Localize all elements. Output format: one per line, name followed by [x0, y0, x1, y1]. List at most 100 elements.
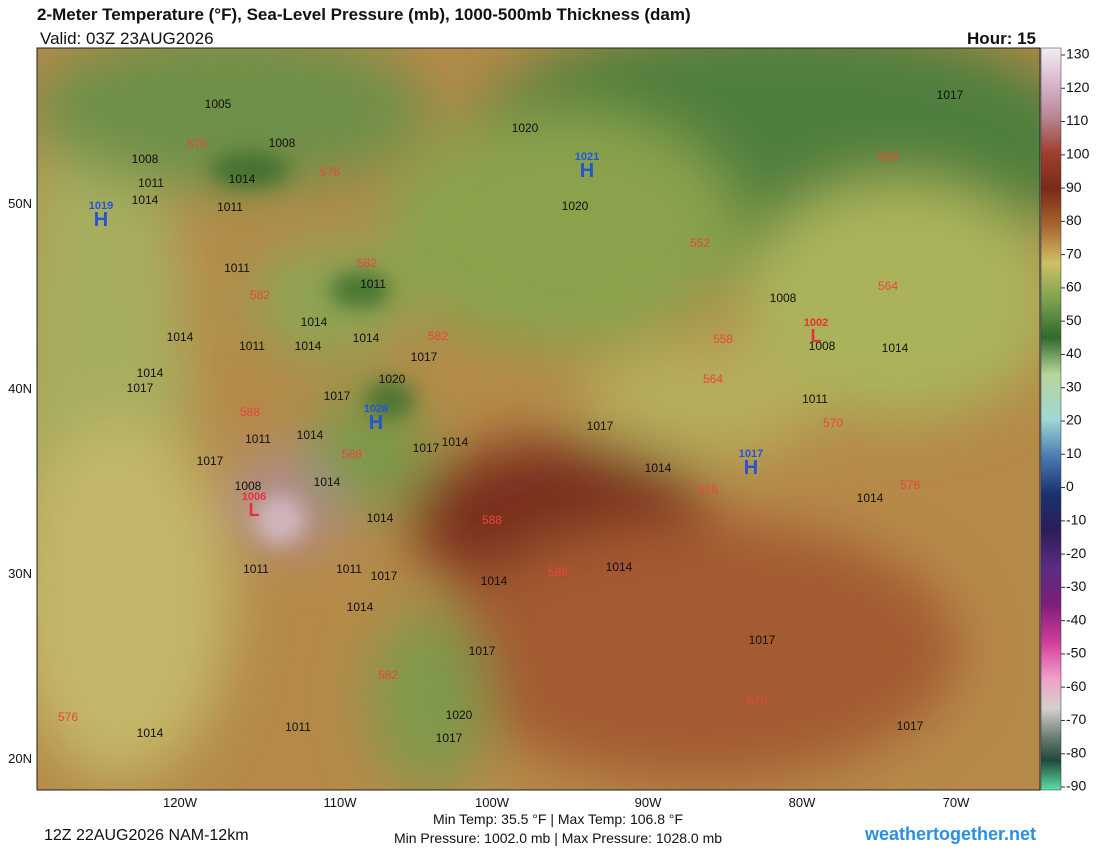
colorbar-tick-label: 30: [1066, 378, 1082, 394]
high-pressure-marker: H: [369, 412, 383, 434]
high-pressure-value: 1021: [575, 151, 599, 163]
colorbar-tick-label: 20: [1066, 412, 1082, 428]
isobar-label: 1014: [347, 600, 374, 614]
isobar-label: 1014: [167, 330, 194, 344]
isobar-label: 1014: [367, 511, 394, 525]
isobar-label: 1011: [285, 720, 311, 734]
thickness-label: 582: [357, 256, 377, 270]
isobar-label: 1017: [436, 731, 463, 745]
isobar-label: 1017: [897, 719, 924, 733]
thickness-label: 582: [378, 668, 398, 682]
high-pressure-marker: H: [94, 209, 108, 231]
high-pressure-value: 1017: [739, 448, 763, 460]
pressure-range: Min Pressure: 1002.0 mb | Max Pressure: …: [394, 830, 722, 846]
site-link[interactable]: weathertogether.net: [864, 824, 1036, 844]
longitude-label: 120W: [163, 795, 198, 810]
isobar-label: 1014: [442, 435, 469, 449]
isobar-label: 1014: [353, 331, 380, 345]
low-pressure-value: 1002: [804, 317, 828, 329]
colorbar-tick-label: 10: [1066, 445, 1082, 461]
map-frame: [36, 47, 1041, 791]
map-title: 2-Meter Temperature (°F), Sea-Level Pres…: [37, 5, 691, 24]
colorbar-tick-label: 90: [1066, 179, 1082, 195]
isobar-label: 1011: [802, 392, 828, 406]
isobar-label: 1014: [229, 172, 256, 186]
thickness-label: 582: [428, 329, 448, 343]
isobar-label: 1017: [413, 441, 440, 455]
colorbar: [1040, 47, 1062, 791]
isobar-label: 1014: [132, 193, 159, 207]
thickness-label: 588: [482, 513, 502, 527]
isobar-label: 1014: [481, 574, 508, 588]
colorbar-tick-label: 80: [1066, 212, 1082, 228]
thickness-label: 576: [58, 710, 78, 724]
colorbar-tick-label: -80: [1066, 744, 1086, 760]
isobar-label: 1005: [205, 97, 232, 111]
isobar-label: 1014: [137, 726, 164, 740]
thickness-label: 588: [548, 565, 568, 579]
thickness-label: 588: [342, 447, 362, 461]
isobar-label: 1014: [606, 560, 633, 574]
isobar-label: 1017: [127, 381, 154, 395]
forecast-hour: Hour: 15: [967, 29, 1036, 48]
high-pressure-value: 1019: [89, 200, 113, 212]
isobar-label: 1017: [371, 569, 398, 583]
longitude-label: 90W: [635, 795, 662, 810]
thickness-label: 564: [878, 279, 898, 293]
isobar-label: 1011: [224, 261, 250, 275]
isobar-label: 1014: [301, 315, 328, 329]
isobar-label: 1011: [243, 562, 269, 576]
high-pressure-marker: H: [580, 160, 594, 182]
thickness-label: 564: [703, 372, 723, 386]
colorbar-tick-label: 40: [1066, 345, 1082, 361]
map-field: [37, 48, 1040, 790]
isobar-label: 1014: [137, 366, 164, 380]
isobar-label: 1011: [217, 200, 243, 214]
colorbar-tick-label: 60: [1066, 279, 1082, 295]
colorbar-tick-label: -90: [1066, 778, 1086, 794]
isobar-label: 1014: [645, 461, 672, 475]
low-pressure-marker: L: [811, 326, 822, 346]
thickness-label: 588: [240, 405, 260, 419]
longitude-label: 80W: [789, 795, 816, 810]
colorbar-tick-label: -50: [1066, 645, 1086, 661]
isobar-label: 1011: [360, 277, 386, 291]
isobar-label: 1020: [562, 199, 589, 213]
latitude-label: 20N: [8, 751, 32, 766]
thickness-label: 582: [250, 288, 270, 302]
isobar-label: 1017: [324, 389, 351, 403]
thickness-label: 576: [320, 165, 340, 179]
latitude-label: 40N: [8, 381, 32, 396]
isobar-label: 1017: [197, 454, 224, 468]
isobar-label: 1014: [882, 341, 909, 355]
isobar-label: 1008: [809, 339, 836, 353]
colorbar-tick-label: 110: [1066, 112, 1089, 128]
valid-time: Valid: 03Z 23AUG2026: [40, 29, 214, 48]
thickness-label: 570: [823, 416, 843, 430]
colorbar-tick-label: 100: [1066, 146, 1090, 162]
longitude-label: 70W: [943, 795, 970, 810]
latitude-label: 50N: [8, 196, 32, 211]
colorbar-tick-label: 0: [1066, 478, 1074, 494]
isobar-label: 1011: [239, 339, 265, 353]
thickness-label: 552: [690, 236, 710, 250]
high-pressure-value: 1028: [364, 403, 388, 415]
thickness-label: 576: [900, 478, 920, 492]
colorbar-tick-label: -70: [1066, 711, 1086, 727]
isobar-label: 1017: [749, 633, 776, 647]
colorbar-tick-label: -30: [1066, 578, 1086, 594]
thickness-label: 570: [747, 694, 767, 708]
isobar-label: 1014: [297, 428, 324, 442]
isobar-label: 1014: [857, 491, 884, 505]
isobar-label: 1017: [411, 350, 438, 364]
low-pressure-marker: L: [249, 500, 260, 520]
isobar-label: 1020: [379, 372, 406, 386]
colorbar-tick-label: 130: [1066, 46, 1090, 62]
isobar-label: 1008: [770, 291, 797, 305]
high-pressure-marker: H: [744, 457, 758, 479]
map-labels: 1005 1008 1008 1014 1011 1014 1011 1011 1011 1014…: [58, 88, 964, 745]
colorbar-tick-label: -40: [1066, 611, 1086, 627]
isobar-label: 1008: [235, 479, 262, 493]
